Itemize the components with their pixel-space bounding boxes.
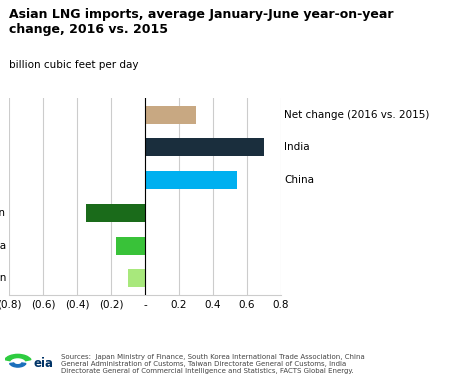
- Bar: [128, 270, 145, 288]
- Bar: [116, 237, 145, 255]
- Text: India: India: [284, 143, 310, 152]
- Text: China: China: [284, 175, 314, 185]
- Text: eia: eia: [34, 357, 54, 370]
- Text: Taiwan: Taiwan: [0, 273, 6, 284]
- Text: Japan: Japan: [0, 208, 6, 218]
- Text: Asian LNG imports, average January-June year-on-year
change, 2016 vs. 2015: Asian LNG imports, average January-June …: [9, 8, 394, 36]
- Text: South Korea: South Korea: [0, 241, 6, 251]
- Text: Net change (2016 vs. 2015): Net change (2016 vs. 2015): [284, 110, 430, 120]
- Text: Sources:  Japan Ministry of Finance, South Korea International Trade Association: Sources: Japan Ministry of Finance, Sout…: [61, 354, 365, 374]
- Wedge shape: [5, 355, 31, 361]
- Bar: [145, 171, 237, 189]
- Bar: [145, 106, 196, 124]
- Bar: [145, 138, 264, 156]
- Wedge shape: [10, 363, 26, 367]
- Text: billion cubic feet per day: billion cubic feet per day: [9, 60, 139, 70]
- Bar: [86, 204, 145, 222]
